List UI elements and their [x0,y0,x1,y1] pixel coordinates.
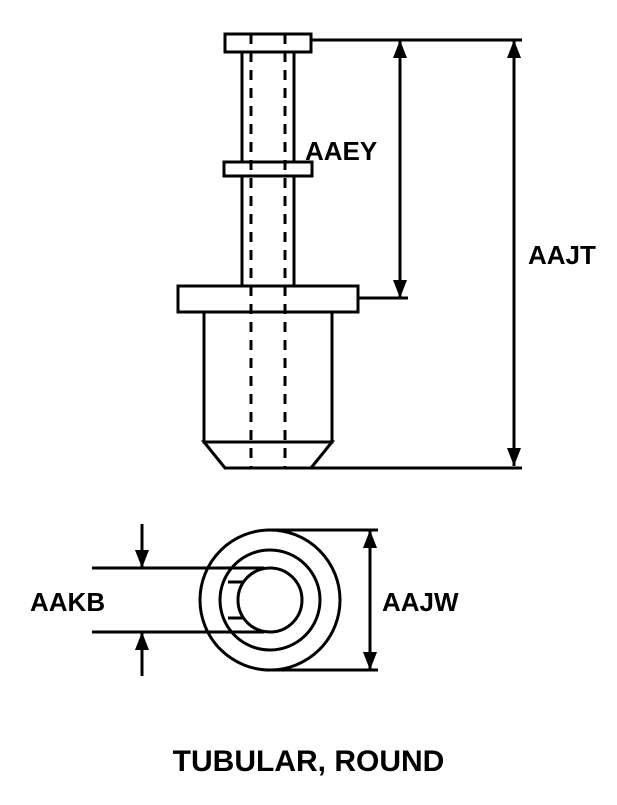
label-aaey: AAEY [305,136,377,167]
diagram-title: TUBULAR, ROUND [0,745,617,779]
label-aajt: AAJT [528,240,596,271]
diagram-canvas [0,0,617,805]
label-aajw: AAJW [382,587,459,618]
label-aakb: AAKB [30,587,105,618]
